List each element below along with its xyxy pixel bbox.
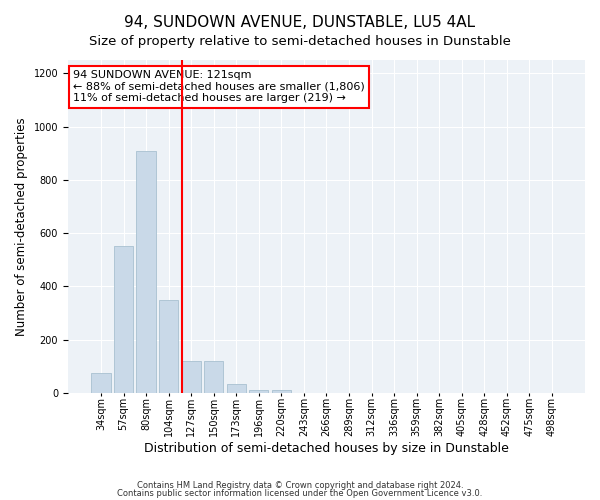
Bar [182,361,201,393]
Text: Contains HM Land Registry data © Crown copyright and database right 2024.: Contains HM Land Registry data © Crown c… [137,481,463,490]
Bar [159,300,178,393]
Text: Size of property relative to semi-detached houses in Dunstable: Size of property relative to semi-detach… [89,35,511,48]
Bar [249,390,268,393]
X-axis label: Distribution of semi-detached houses by size in Dunstable: Distribution of semi-detached houses by … [144,442,509,455]
Text: 94, SUNDOWN AVENUE, DUNSTABLE, LU5 4AL: 94, SUNDOWN AVENUE, DUNSTABLE, LU5 4AL [124,15,476,30]
Bar [136,150,155,393]
Text: 94 SUNDOWN AVENUE: 121sqm
← 88% of semi-detached houses are smaller (1,806)
11% : 94 SUNDOWN AVENUE: 121sqm ← 88% of semi-… [73,70,365,103]
Bar [114,246,133,393]
Bar [227,384,246,393]
Text: Contains public sector information licensed under the Open Government Licence v3: Contains public sector information licen… [118,488,482,498]
Bar [272,390,291,393]
Bar [91,373,110,393]
Y-axis label: Number of semi-detached properties: Number of semi-detached properties [15,117,28,336]
Bar [204,361,223,393]
